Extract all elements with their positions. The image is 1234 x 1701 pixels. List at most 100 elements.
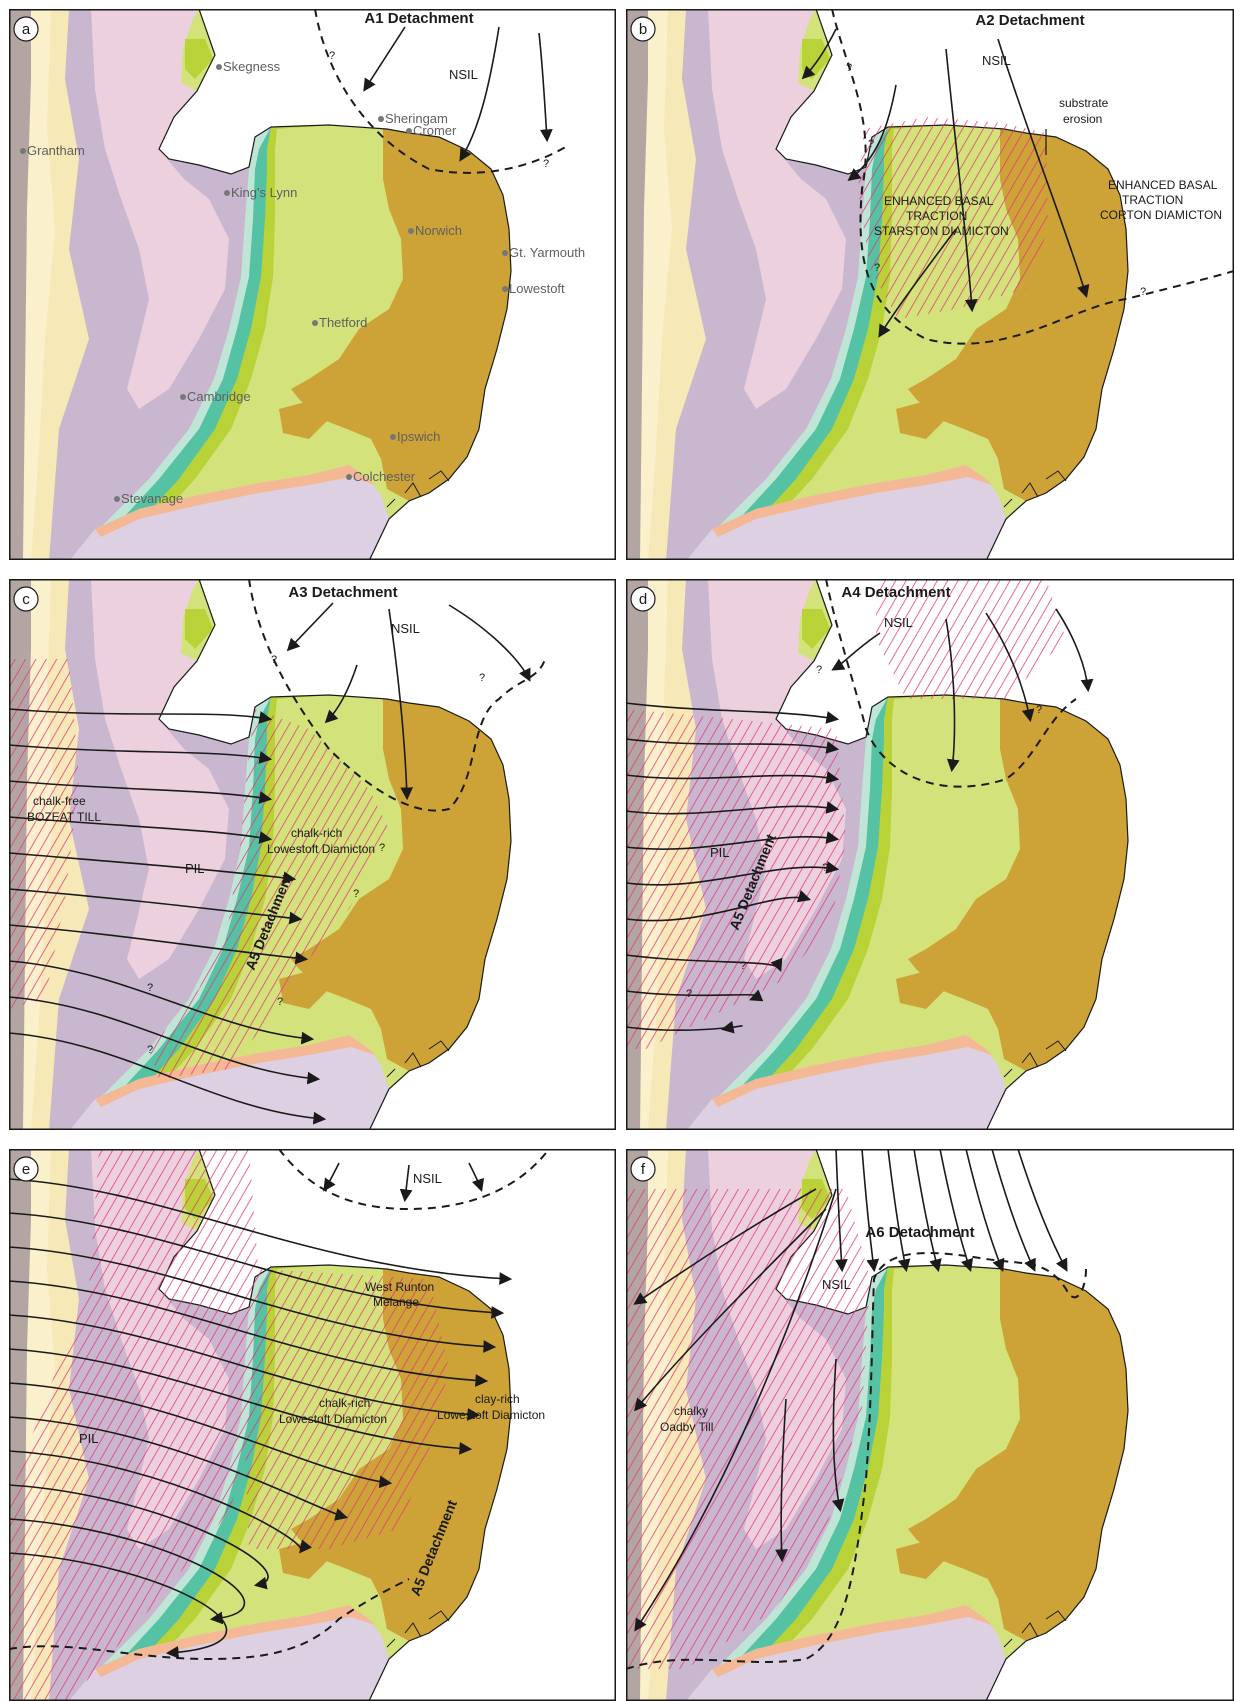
ice-flow-arrow-5 <box>997 38 1090 299</box>
town-ipswich: Ipswich <box>397 429 440 444</box>
panel-letter-badge <box>630 1156 656 1182</box>
label-question-mark-2: ? <box>479 672 485 684</box>
ice-margin-dashed <box>626 1252 1087 1670</box>
ice-flow-arrow-west-1 <box>633 1188 817 1305</box>
label-question-mark-3: ? <box>379 842 385 854</box>
ice-flow-arrow-1 <box>831 632 881 671</box>
crag-ochre-outlier <box>279 401 329 439</box>
salmon-band <box>95 1605 375 1677</box>
the-wash <box>776 109 888 174</box>
label-lowestoft-chalk-2: Lowestoft Diamicton <box>279 1412 387 1426</box>
panel-letter: f <box>641 1161 646 1178</box>
town-dot-kings-lynn <box>224 190 230 196</box>
panel-letter: c <box>22 591 30 608</box>
london-clay-lilac <box>69 1035 389 1130</box>
coastline <box>626 579 1129 1130</box>
ice-flow-arrow-west-2 <box>9 1212 505 1319</box>
town-kings-lynn: King's Lynn <box>231 185 297 200</box>
label-lowestoft-chalk-1: chalk-rich <box>319 1396 370 1410</box>
label-pil: PIL <box>710 845 730 860</box>
label-starston-2: TRACTION <box>906 209 967 223</box>
label-lowestoft-chalk-2: Lowestoft Diamicton <box>267 842 375 856</box>
coastline <box>626 9 1129 560</box>
ice-flow-arrow-west-2 <box>633 1208 827 1412</box>
crag-ochre <box>908 699 1128 1071</box>
label-corton-1: ENHANCED BASAL <box>1108 178 1218 192</box>
ice-flow-arrow-2 <box>459 26 500 162</box>
label-question-mark-7: ? <box>147 982 153 994</box>
ice-flow-arrow-west-6 <box>9 888 303 925</box>
town-lowestoft: Lowestoft <box>509 281 565 296</box>
ice-flow-arrow-west-3 <box>9 1246 497 1353</box>
panel-frame <box>9 579 616 1130</box>
ice-flow-arrow-west-6 <box>9 1348 473 1455</box>
ice-flow-arrow-1 <box>323 1162 340 1192</box>
ice-flow-arrow-north-3 <box>887 1149 911 1273</box>
ice-flow-arrow-3 <box>538 32 553 143</box>
ice-flow-arrow-west-2 <box>626 738 840 754</box>
town-dot-skegness <box>216 64 222 70</box>
town-colchester: Colchester <box>353 469 416 484</box>
detachment-label: A6 Detachment <box>865 1224 974 1241</box>
town-dot-cromer <box>406 128 412 134</box>
label-lowestoft-clay-2: Lowestoft Diamicton <box>437 1408 545 1422</box>
map-panel-f: NSIL chalky Oadby Till A6 Detachment f <box>626 1149 1234 1701</box>
ice-flow-arrow-south-2 <box>831 1358 845 1513</box>
ice-flow-arrow-west-1 <box>9 1178 513 1285</box>
ice-flow-arrow-west-3 <box>9 780 273 804</box>
label-nsil: NSIL <box>413 1171 442 1186</box>
ice-flow-arrow-west-10 <box>9 1032 327 1125</box>
town-norwich: Norwich <box>415 223 462 238</box>
panel-frame <box>626 579 1234 1130</box>
estuaries <box>1003 1040 1067 1078</box>
label-pil: PIL <box>185 861 205 876</box>
ice-flow-arrow-west-1 <box>9 708 273 724</box>
ice-flow-arrow-1 <box>363 26 406 92</box>
label-starston-1: ENHANCED BASAL <box>884 194 994 208</box>
london-clay-lilac <box>686 1605 1006 1701</box>
panel-letter-badge <box>630 586 656 612</box>
crag-ochre-outlier <box>279 1541 329 1579</box>
detachment-label: A2 Detachment <box>975 12 1084 29</box>
ice-flow-arrow-west-5 <box>626 831 840 850</box>
town-dot-stevenage <box>114 496 120 502</box>
label-corton-3: CORTON DIAMICTON <box>1100 208 1222 222</box>
band-west-rock <box>9 9 31 560</box>
town-dot-cambridge <box>180 394 186 400</box>
lowestoft-hatch <box>245 1269 449 1549</box>
crag-ochre <box>908 129 1128 501</box>
wolds-green <box>185 39 213 79</box>
label-question-mark-1: ? <box>846 62 852 74</box>
basal-traction-hatch <box>858 117 1048 319</box>
label-lowestoft-chalk-1: chalk-rich <box>291 826 342 840</box>
town-skegness: Skegness <box>223 59 281 74</box>
label-bozeat-2: BOZEAT TILL <box>27 810 101 824</box>
ice-flow-arrow-west-11 <box>9 1518 246 1625</box>
town-dot-colchester <box>346 474 352 480</box>
ice-flow-arrow-west-2 <box>9 744 273 764</box>
ice-flow-arrow-2 <box>945 618 960 773</box>
town-thetford: Thetford <box>319 315 367 330</box>
ice-flow-arrow-north-5 <box>939 1149 974 1273</box>
town-cambridge: Cambridge <box>187 389 251 404</box>
town-sheringham: Sheringam <box>385 111 448 126</box>
band-pink <box>708 9 846 409</box>
london-clay-lilac <box>686 1035 1006 1130</box>
ice-flow-arrow-west-1 <box>626 702 840 724</box>
town-dot-thetford <box>312 320 318 326</box>
ice-flow-arrow-north-8 <box>1017 1149 1068 1272</box>
estuaries <box>1003 470 1067 508</box>
panel-frame <box>9 1149 616 1701</box>
crag-ochre-outlier <box>896 1541 946 1579</box>
ice-flow-arrow-west-4 <box>626 801 840 815</box>
london-clay-lilac <box>686 465 1006 560</box>
ice-flow-arrow-west-12 <box>9 1552 228 1659</box>
salmon-band <box>95 1035 375 1107</box>
ice-flow-arrow-west-7 <box>626 890 812 922</box>
label-bozeat-1: chalk-free <box>33 794 86 808</box>
town-gt-yarmouth: Gt. Yarmouth <box>509 245 585 260</box>
ice-flow-arrow-south-1 <box>775 1398 788 1563</box>
label-west-runton-2: Melange <box>373 1295 419 1309</box>
